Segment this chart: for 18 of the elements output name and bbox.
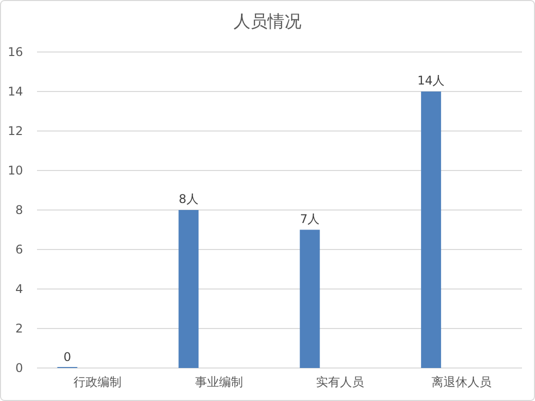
y-tick-label: 6 [15,242,23,256]
y-tick-label: 16 [8,45,23,59]
x-tick-label: 行政编制 [74,375,122,389]
chart-title: 人员情况 [234,12,302,32]
y-tick-label: 4 [15,282,23,296]
y-tick-label: 8 [15,203,23,217]
x-tick-label: 事业编制 [194,375,243,389]
y-tick-label: 10 [8,164,23,178]
x-tick-label: 实有人员 [316,375,364,389]
data-label: 0 [63,350,72,364]
y-tick-label: 14 [8,84,23,98]
data-label: 7人 [300,212,320,226]
x-tick-label: 离退休人员 [431,375,492,389]
data-label: 8人 [178,192,198,206]
y-tick-label: 12 [8,124,23,138]
y-tick-label: 2 [15,322,23,336]
y-tick-label: 0 [15,361,23,375]
data-label: 14人 [417,74,445,88]
